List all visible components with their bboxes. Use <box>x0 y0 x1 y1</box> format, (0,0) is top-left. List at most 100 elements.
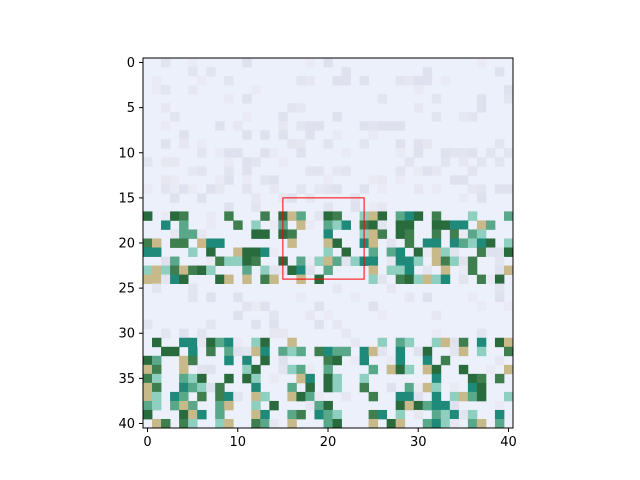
pixel-cell <box>449 256 460 266</box>
pixel-cell <box>206 184 216 194</box>
pixel-cell <box>179 184 189 194</box>
pixel-cell <box>143 319 153 330</box>
pixel-cell <box>269 265 279 275</box>
pixel-cell <box>476 184 487 194</box>
pixel-cell <box>251 202 261 212</box>
pixel-cell <box>314 400 324 411</box>
pixel-cell <box>260 391 270 402</box>
pixel-cell <box>323 310 333 321</box>
pixel-cell <box>449 247 460 257</box>
pixel-cell <box>359 139 370 149</box>
pixel-cell <box>323 211 333 221</box>
pixel-cell <box>287 382 297 393</box>
pixel-cell <box>404 76 415 86</box>
pixel-cell <box>170 256 180 266</box>
pixel-cell <box>305 265 315 275</box>
pixel-cell <box>395 400 406 411</box>
pixel-cell <box>386 238 397 248</box>
pixel-cell <box>242 175 252 185</box>
pixel-cell <box>476 328 487 339</box>
pixel-cell <box>377 211 388 221</box>
pixel-cell <box>215 337 225 348</box>
pixel-cell <box>233 346 243 357</box>
pixel-cell <box>188 355 198 366</box>
pixel-cell <box>323 139 333 149</box>
pixel-cell <box>143 274 153 285</box>
pixel-cell <box>323 247 333 257</box>
pixel-cell <box>395 175 406 185</box>
pixel-cell <box>422 247 433 257</box>
pixel-cell <box>260 148 270 158</box>
pixel-cell <box>485 238 496 248</box>
pixel-cell <box>224 355 234 366</box>
pixel-cell <box>269 310 279 321</box>
pixel-cell <box>224 202 234 212</box>
pixel-cell <box>440 76 451 86</box>
pixel-cell <box>260 418 270 429</box>
pixel-cell <box>152 283 162 294</box>
pixel-cell <box>251 85 261 95</box>
pixel-cell <box>251 382 261 393</box>
pixel-cell <box>278 112 288 122</box>
pixel-cell <box>431 391 442 402</box>
pixel-cell <box>494 157 505 167</box>
pixel-cell <box>188 229 198 239</box>
pixel-cell <box>296 391 306 402</box>
pixel-cell <box>206 319 216 330</box>
pixel-cell <box>305 400 315 411</box>
pixel-cell <box>296 220 306 230</box>
pixel-cell <box>206 346 216 357</box>
pixel-cell <box>422 67 433 77</box>
pixel-cell <box>413 400 424 411</box>
pixel-cell <box>323 418 333 429</box>
x-tick-label: 10 <box>229 435 246 450</box>
y-tick-label: 5 <box>127 101 135 116</box>
pixel-cell <box>323 175 333 185</box>
pixel-cell <box>368 211 379 221</box>
pixel-cell <box>287 391 297 402</box>
pixel-cell <box>359 121 370 131</box>
pixel-cell <box>197 166 207 176</box>
pixel-cell <box>368 409 379 420</box>
pixel-cell <box>350 202 360 212</box>
pixel-cell <box>296 265 306 275</box>
pixel-cell <box>458 112 469 122</box>
pixel-cell <box>395 139 406 149</box>
pixel-cell <box>287 418 297 429</box>
pixel-cell <box>467 373 478 384</box>
pixel-cell <box>323 229 333 239</box>
pixel-cell <box>494 418 505 429</box>
pixel-image <box>143 58 514 429</box>
pixel-cell <box>368 391 379 402</box>
pixel-cell <box>413 148 424 158</box>
pixel-cell <box>431 400 442 411</box>
pixel-cell <box>368 121 379 131</box>
pixel-cell <box>404 382 415 393</box>
pixel-cell <box>476 103 487 113</box>
pixel-cell <box>197 238 207 248</box>
pixel-cell <box>449 229 460 239</box>
pixel-cell <box>206 292 216 303</box>
pixel-cell <box>251 229 261 239</box>
pixel-cell <box>431 418 442 429</box>
pixel-cell <box>323 373 333 384</box>
pixel-cell <box>422 76 433 86</box>
pixel-cell <box>494 292 505 303</box>
pixel-cell <box>458 238 469 248</box>
y-tick-label: 15 <box>118 191 135 206</box>
pixel-cell <box>440 247 451 257</box>
pixel-cell <box>260 346 270 357</box>
pixel-cell <box>188 337 198 348</box>
pixel-cell <box>251 400 261 411</box>
pixel-cell <box>206 211 216 221</box>
pixel-cell <box>224 76 234 86</box>
pixel-cell <box>431 184 442 194</box>
pixel-cell <box>404 274 415 285</box>
pixel-cell <box>179 274 189 285</box>
pixel-cell <box>170 229 180 239</box>
pixel-cell <box>476 373 487 384</box>
pixel-cell <box>386 265 397 275</box>
pixel-cell <box>332 409 342 420</box>
pixel-cell <box>269 274 279 285</box>
pixel-cell <box>197 382 207 393</box>
